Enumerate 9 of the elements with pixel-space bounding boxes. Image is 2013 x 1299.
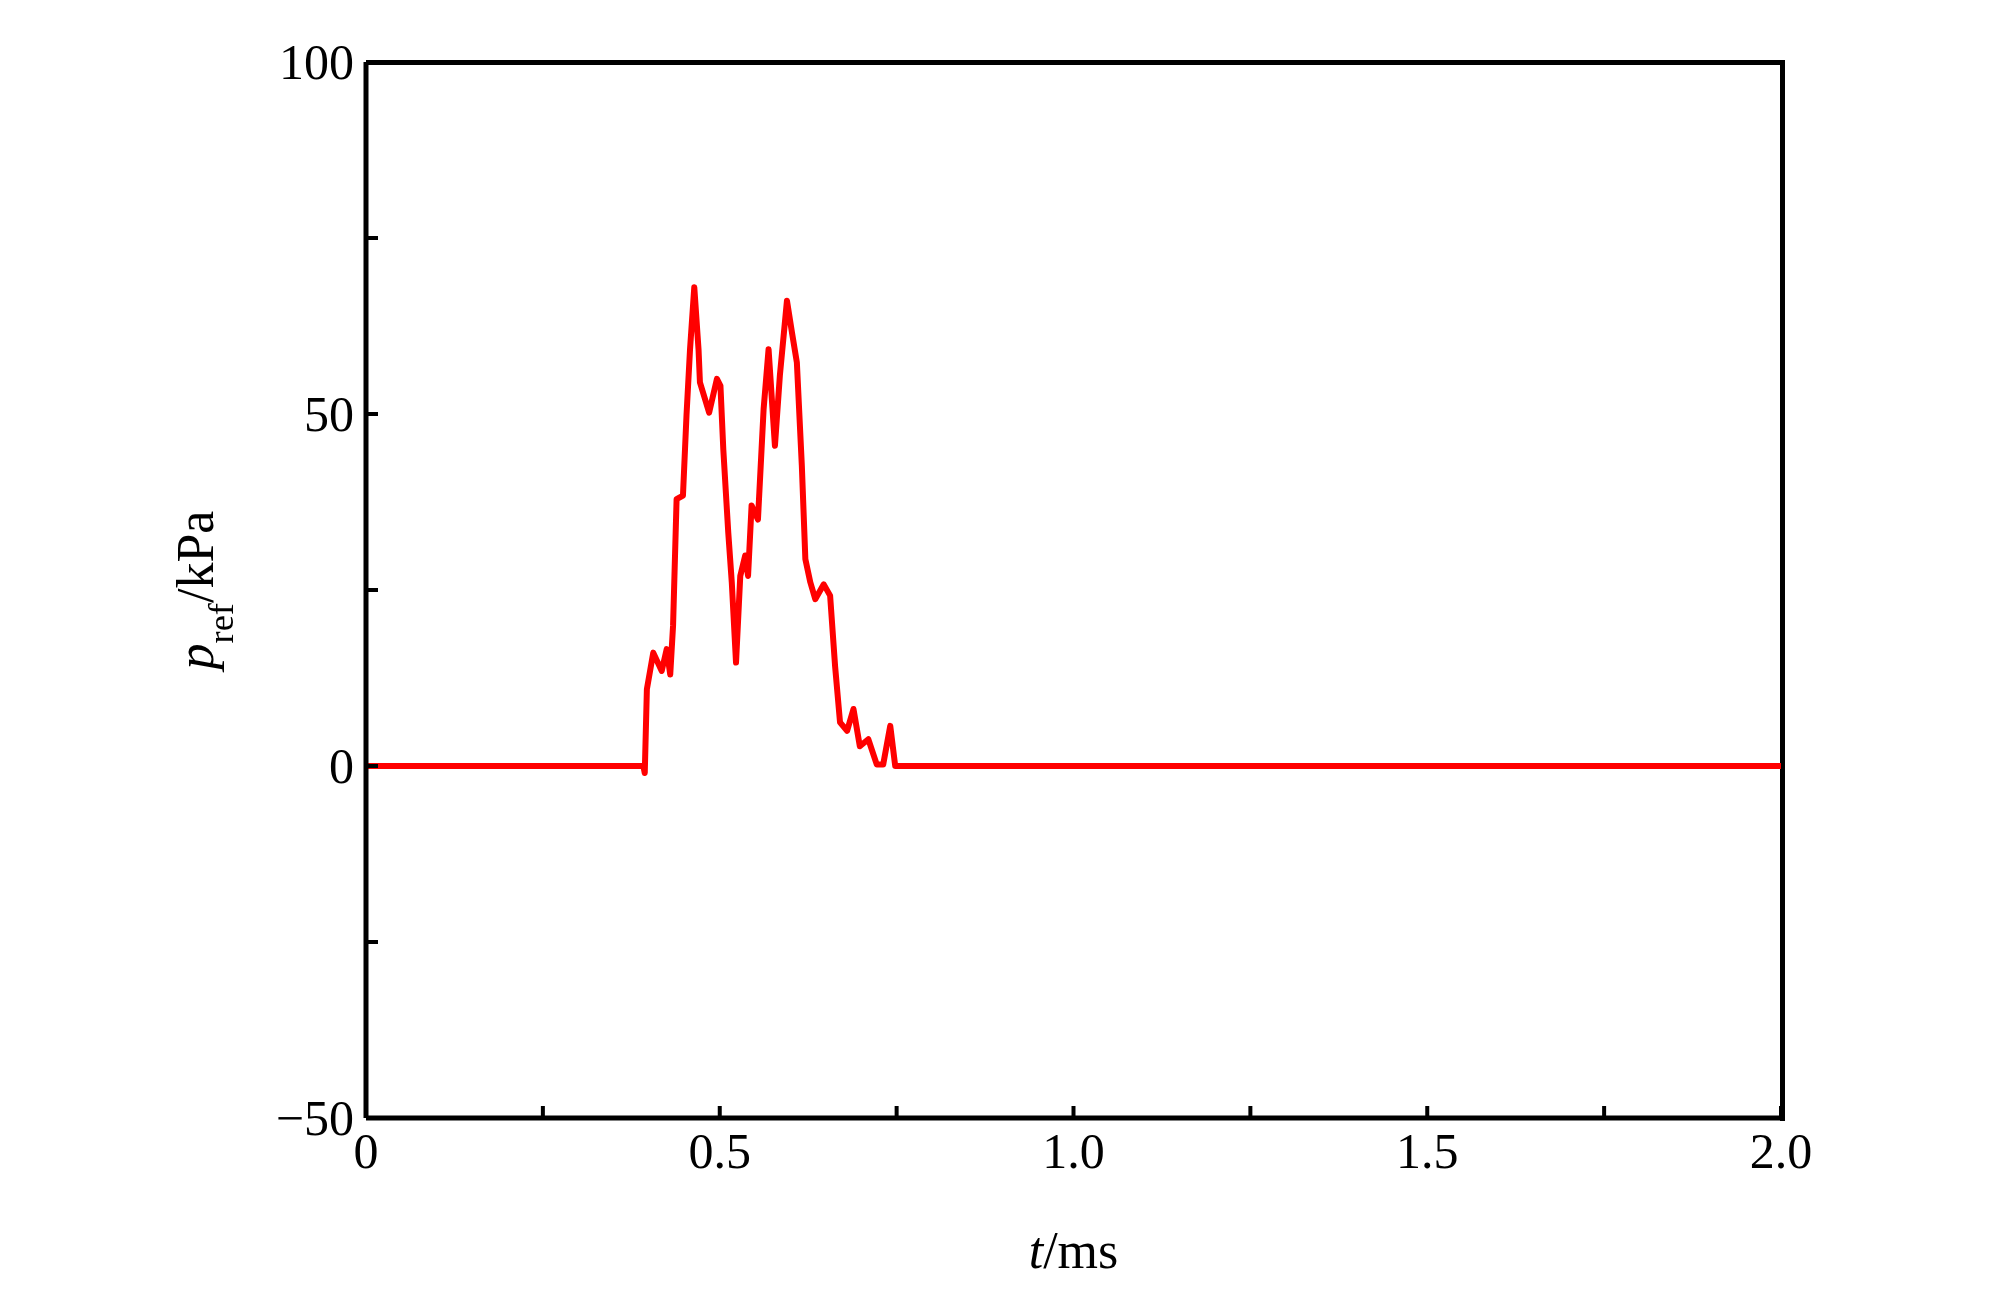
x-tick-label: 2.0 (1749, 1123, 1813, 1179)
y-tick-label: 100 (279, 34, 354, 90)
x-tick-label: 1.5 (1396, 1123, 1459, 1179)
y-tick-label: −50 (275, 1090, 354, 1146)
x-axis-title: t/ms (1028, 1222, 1119, 1279)
y-tick-label: 50 (304, 386, 354, 442)
x-tick-label: 1.0 (1042, 1123, 1105, 1179)
x-tick-label: 0.5 (688, 1123, 751, 1179)
y-tick-label: 0 (329, 738, 354, 794)
